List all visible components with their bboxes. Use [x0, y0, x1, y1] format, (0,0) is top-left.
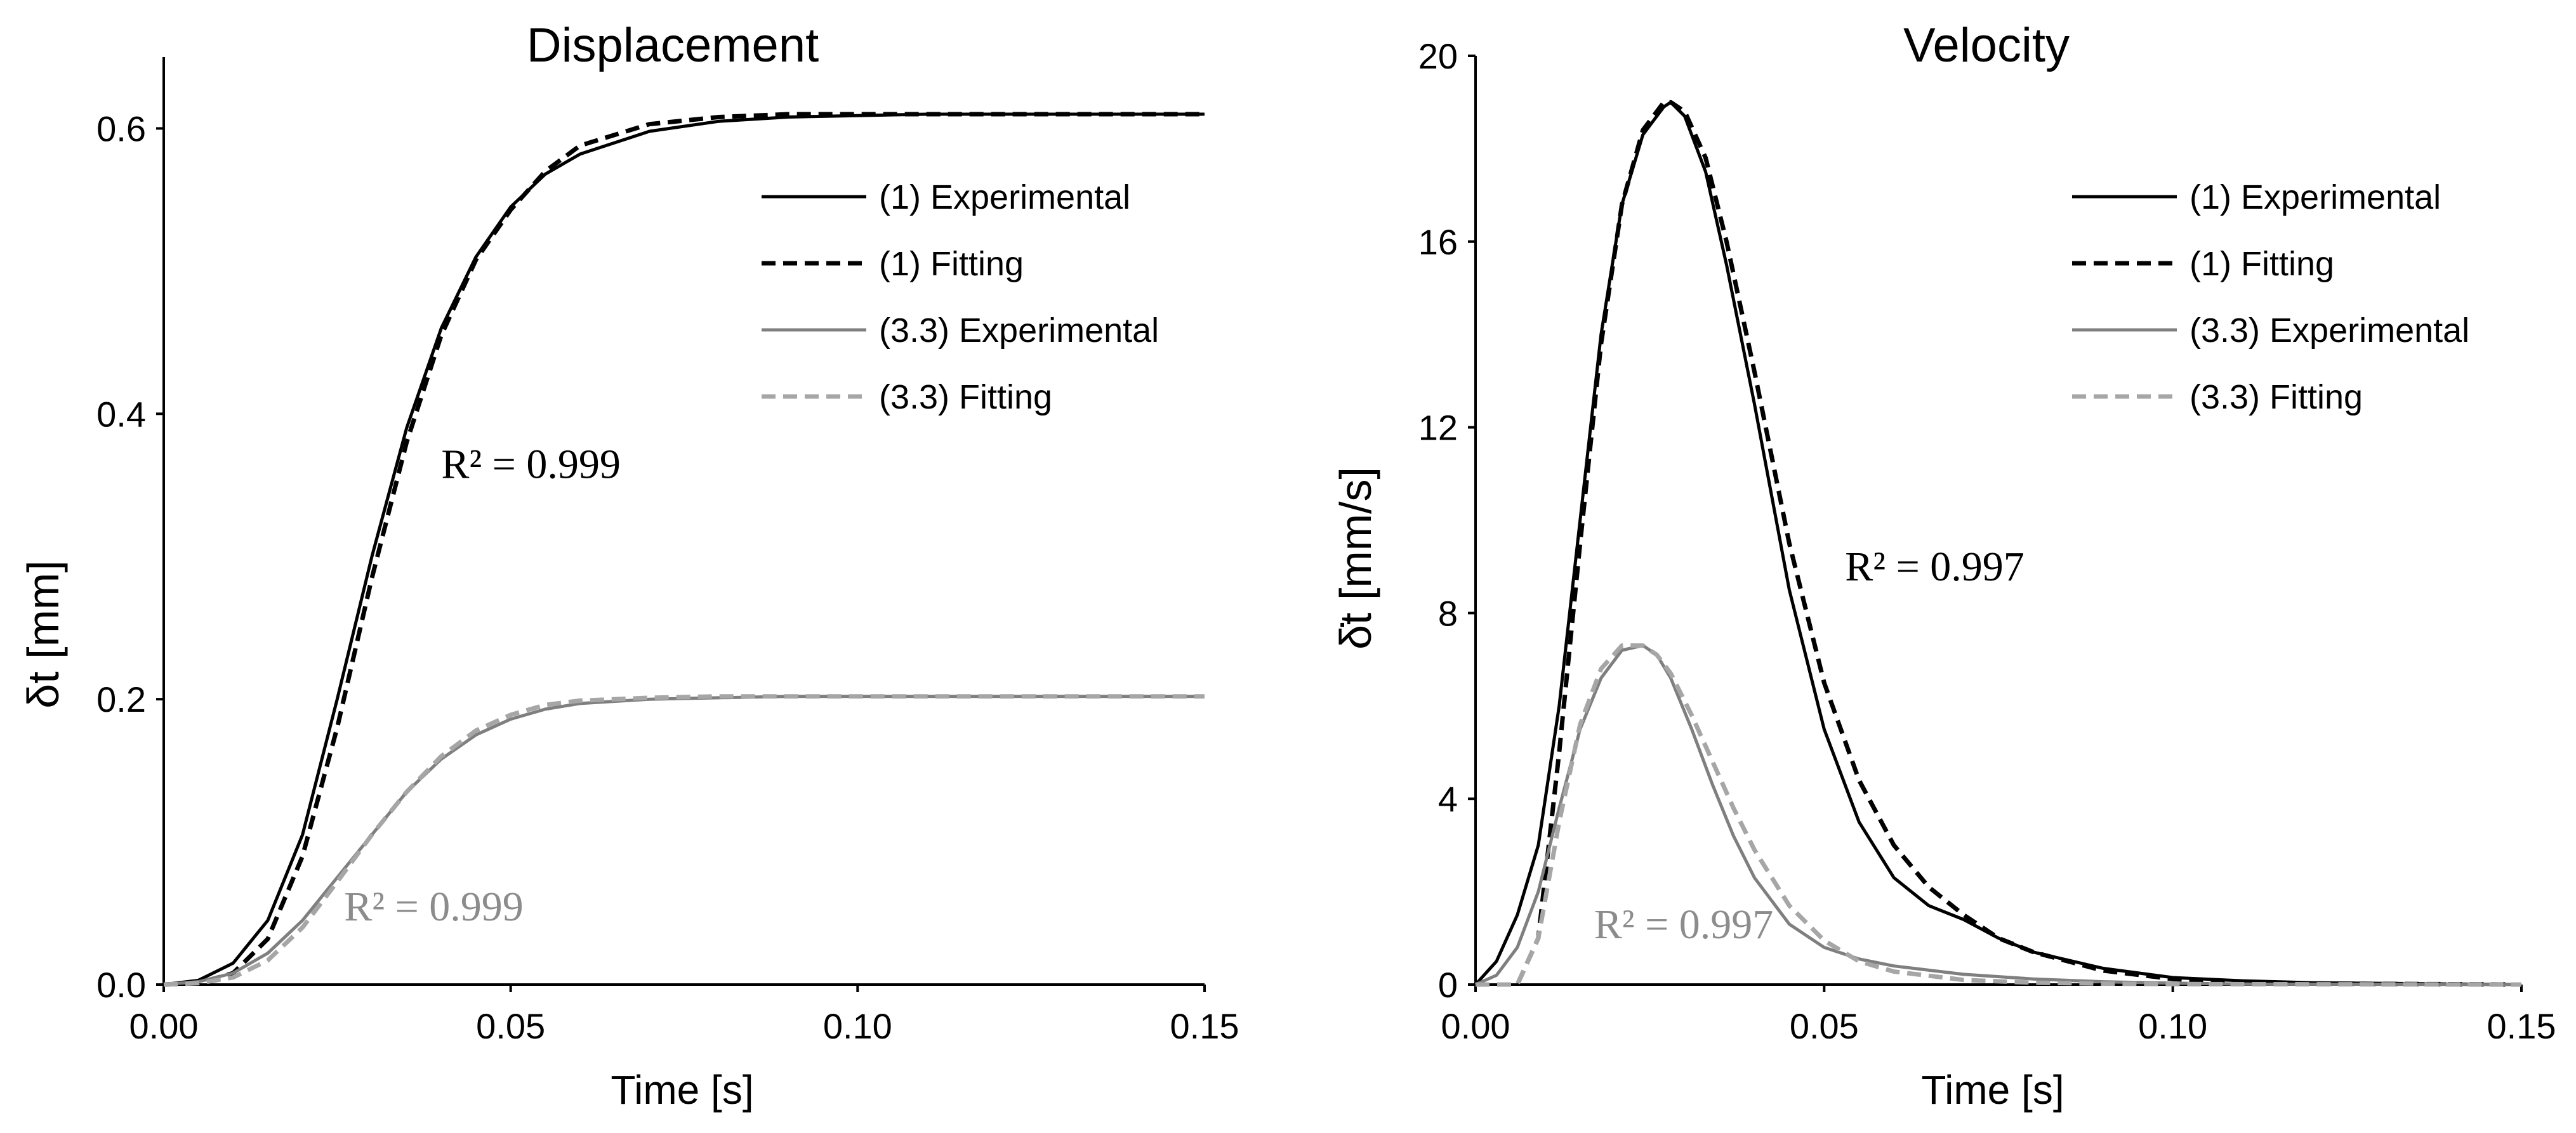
velocity-legend: (1) Experimental (1) Fitting (3.3) Experim…: [2072, 178, 2469, 416]
velocity-x-tick-label: 0.05: [1790, 1006, 1859, 1046]
displacement-chart: Displacement δt [mm] Time [s] 0.0 0.2 0.4 0…: [18, 18, 1239, 1113]
displacement-x-axis-label: Time [s]: [611, 1067, 753, 1113]
velocity-x-tick-label: 0.15: [2487, 1006, 2556, 1046]
displacement-r-squared-annotation: R² = 0.999: [344, 884, 524, 930]
displacement-x-tick-label: 0.10: [823, 1006, 892, 1046]
displacement-legend-label: (1) Experimental: [879, 178, 1130, 216]
velocity-x-tick-label: 0.00: [1441, 1006, 1510, 1046]
velocity-r-squared-annotation: R² = 0.997: [1594, 901, 1774, 948]
displacement-y-tick-label: 0.2: [96, 679, 146, 719]
displacement-series-line-4: [163, 694, 1205, 987]
velocity-y-axis-label-text: δ̇t [mm/s]: [1331, 467, 1380, 650]
displacement-x-tick-label: 0.05: [476, 1006, 545, 1046]
velocity-y-tick-label: 0: [1438, 965, 1458, 1005]
velocity-x-tick-label: 0.10: [2138, 1006, 2207, 1046]
displacement-y-axis-label: δt [mm]: [18, 560, 68, 708]
velocity-r-squared-annotation: R² = 0.997: [1845, 544, 2024, 590]
velocity-legend-label: (1) Experimental: [2190, 178, 2441, 216]
displacement-series-line-1: [163, 112, 1205, 986]
displacement-x-tick-label: 0.00: [129, 1006, 199, 1046]
velocity-legend-label: (1) Fitting: [2190, 245, 2334, 283]
velocity-x-axis-label: Time [s]: [1921, 1067, 2064, 1113]
displacement-legend-label: (3.3) Fitting: [879, 378, 1052, 416]
displacement-legend-label: (1) Fitting: [879, 245, 1024, 283]
displacement-x-tick-label: 0.15: [1170, 1006, 1239, 1046]
velocity-y-tick-label: 8: [1438, 593, 1458, 633]
displacement-title: Displacement: [527, 18, 819, 72]
velocity-series-line-2: [1476, 100, 2522, 987]
velocity-y-tick-label: 12: [1418, 408, 1458, 448]
displacement-series-line-3: [163, 695, 1205, 986]
velocity-chart: Velocity δ̇t [mm/s] Time [s] 0 4 8 12 16 20 0…: [1331, 18, 2556, 1113]
displacement-series-line-2: [163, 112, 1205, 987]
displacement-legend-label: (3.3) Experimental: [879, 311, 1159, 350]
displacement-legend: (1) Experimental (1) Fitting (3.3) Experim…: [762, 178, 1159, 416]
velocity-title: Velocity: [1903, 18, 2070, 72]
velocity-y-tick-label: 20: [1418, 36, 1458, 76]
displacement-r-squared-annotation: R² = 0.999: [441, 442, 621, 488]
displacement-y-tick-label: 0.6: [96, 108, 146, 148]
velocity-y-axis-label: δ̇t [mm/s]: [1331, 467, 1380, 650]
velocity-legend-label: (3.3) Experimental: [2190, 311, 2469, 350]
velocity-y-tick-label: 16: [1418, 222, 1458, 262]
velocity-y-tick-label: 4: [1438, 779, 1458, 819]
velocity-series-line-3: [1474, 644, 2522, 986]
displacement-y-tick-label: 0.0: [96, 965, 146, 1005]
velocity-legend-label: (3.3) Fitting: [2190, 378, 2363, 416]
displacement-y-tick-label: 0.4: [96, 394, 146, 434]
